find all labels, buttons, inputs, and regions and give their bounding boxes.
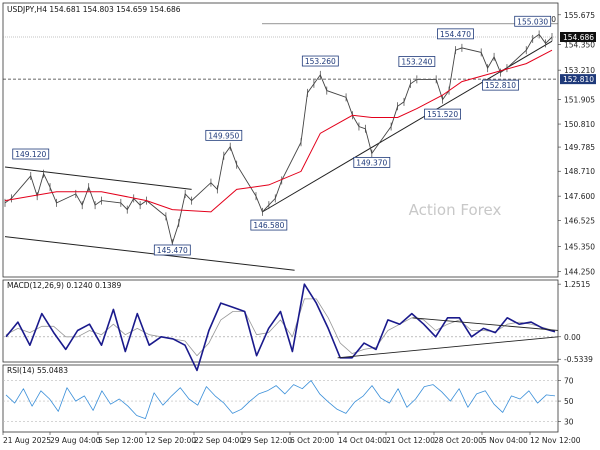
price-trendline: [4, 236, 295, 271]
x-tick-label: 14 Oct 04:00: [338, 436, 387, 445]
macd-y-tick-label: 0.00: [564, 333, 581, 342]
x-tick-label: 28 Oct 20:00: [434, 436, 483, 445]
swing-label: 149.120: [15, 150, 46, 159]
price-y-tick-label: 145.350: [564, 243, 595, 252]
rsi-line: [5, 380, 556, 419]
macd-trendline: [337, 336, 559, 359]
moving-average-line: [4, 49, 553, 213]
x-tick-label: 21 Oct 12:00: [386, 436, 435, 445]
macd-line: [5, 283, 556, 372]
macd-title: MACD(12,26,9) 0.1240 0.1389: [7, 281, 121, 290]
swing-label: 151.520: [427, 110, 458, 119]
price-panel: [2, 2, 559, 278]
swing-label-box: [424, 108, 462, 120]
swing-label: 149.370: [356, 158, 387, 167]
swing-label-box: [12, 148, 50, 160]
x-tick-label: 5 Nov 04:00: [482, 436, 528, 445]
price-y-tick-label: 154.350: [564, 41, 595, 50]
price-y-tick-label: 150.810: [564, 120, 595, 129]
swing-label-box: [398, 56, 436, 67]
price-y-tick-label: 146.525: [564, 216, 595, 225]
swing-label-box: [514, 15, 552, 27]
swing-label-box: [153, 244, 191, 256]
price-y-tick-label: 151.905: [564, 95, 595, 104]
x-tick-label: 29 Aug 04:00: [50, 436, 101, 445]
rsi-y-tick-label: 50: [564, 397, 574, 406]
rsi-panel: [2, 364, 559, 433]
macd-panel: [2, 279, 559, 363]
swing-label: 149.950: [208, 131, 239, 140]
price-y-tick-label: 148.710: [564, 167, 595, 176]
price-close-line: [4, 33, 553, 245]
swing-label-box: [482, 79, 519, 91]
current-price-label: 154.686: [563, 33, 594, 42]
swing-label: 146.580: [253, 221, 284, 230]
current-price-box: [560, 32, 596, 43]
swing-label: 145.470: [157, 246, 188, 255]
x-tick-label: 6 Oct 20:00: [290, 436, 334, 445]
x-tick-label: 29 Sep 12:00: [242, 436, 292, 445]
price-y-tick-label: 155.675: [564, 11, 595, 20]
x-tick-label: 5 Sep 12:00: [98, 436, 144, 445]
swing-label: 153.260: [305, 57, 336, 66]
support-price-label: 152.810: [563, 75, 594, 84]
swing-label: 155.030: [517, 17, 548, 26]
price-title: USDJPY,H4 154.681 154.803 154.659 154.68…: [7, 5, 181, 14]
price-y-tick-label: 144.250: [564, 267, 595, 276]
price-y-tick-label: 147.600: [564, 192, 595, 201]
watermark: Action Forex: [409, 201, 502, 219]
swing-label: 152.810: [485, 81, 516, 90]
swing-label-box: [353, 156, 391, 168]
price-y-tick-label: 153.210: [564, 66, 595, 75]
x-tick-label: 21 Aug 2025: [3, 436, 51, 445]
price-trendline: [4, 166, 192, 190]
x-tick-label: 22 Sep 04:00: [194, 436, 244, 445]
x-tick-label: 12 Nov 12:00: [530, 436, 581, 445]
macd-y-tick-label: 1.2515: [564, 280, 590, 289]
swing-label-box: [205, 129, 243, 141]
swing-label-box: [250, 219, 288, 231]
macd-y-tick-label: -0.5339: [564, 355, 593, 364]
macd-trendline: [412, 317, 559, 331]
rsi-y-tick-label: 30: [564, 418, 574, 427]
rsi-title: RSI(14) 55.0483: [7, 366, 68, 375]
swing-label-box: [437, 28, 474, 40]
swing-label: 154.470: [440, 30, 471, 39]
x-tick-label: 12 Sep 20:00: [146, 436, 196, 445]
swing-label: 153.240: [401, 57, 432, 66]
swing-label-box: [301, 55, 339, 67]
rsi-y-tick-label: 70: [564, 376, 574, 385]
price-y-tick-label: 149.785: [564, 143, 595, 152]
support-price-box: [560, 74, 596, 85]
